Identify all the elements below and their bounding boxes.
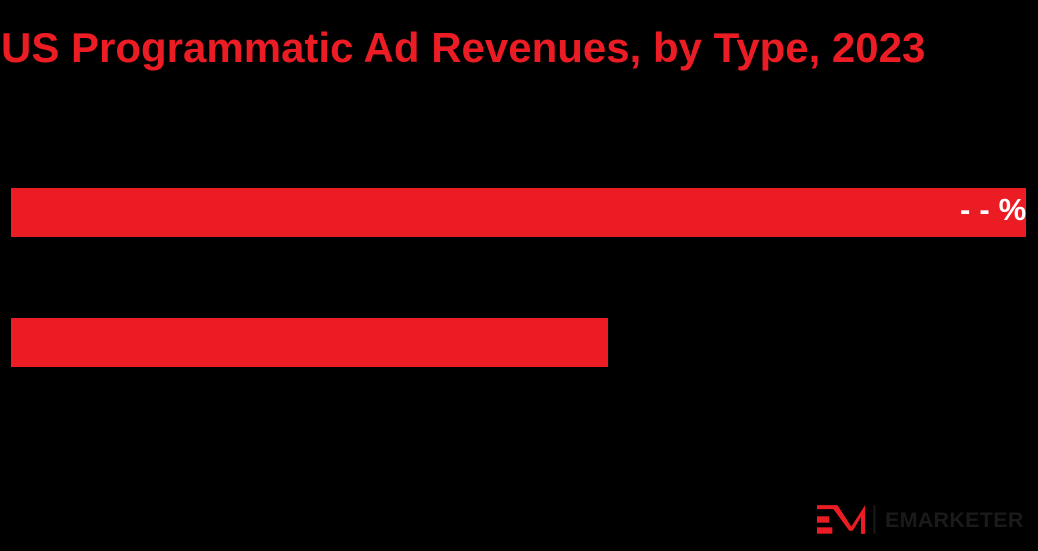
svg-text:EMARKETER: EMARKETER (885, 508, 1024, 532)
